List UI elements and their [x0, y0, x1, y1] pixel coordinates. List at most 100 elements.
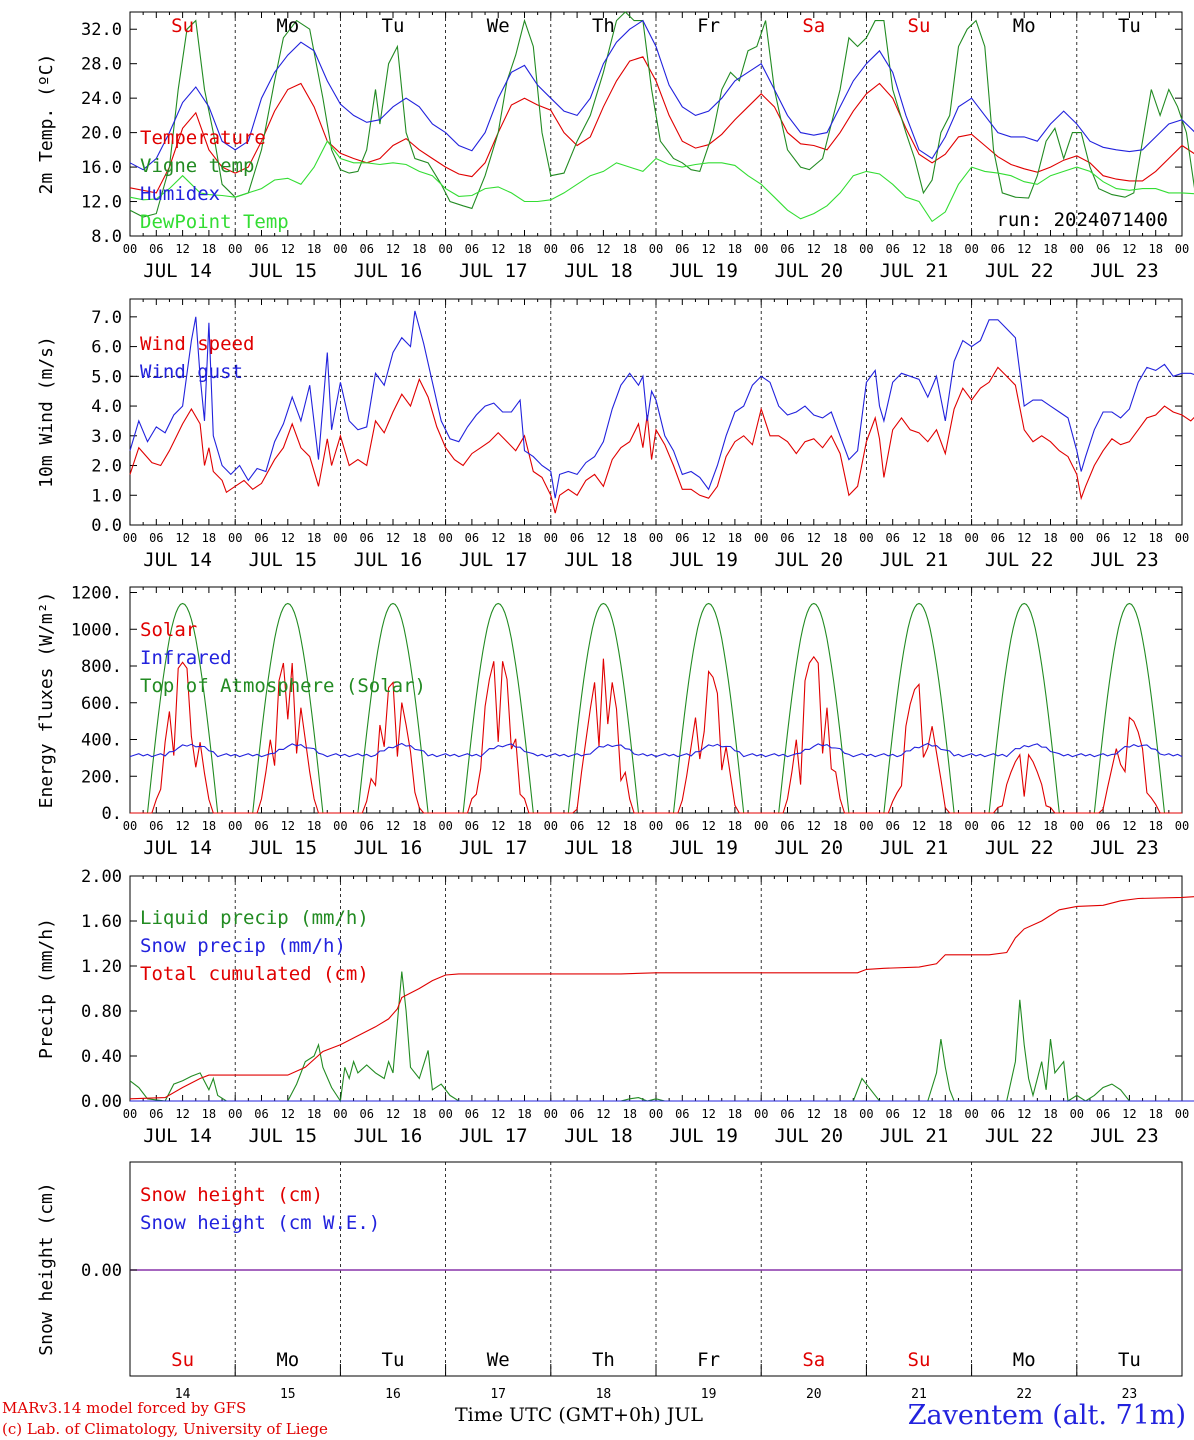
hour-tick-label: 12: [807, 531, 821, 545]
hour-tick-label: 18: [307, 1107, 321, 1121]
hour-tick-label: 06: [359, 1107, 373, 1121]
hour-tick-label: 00: [123, 242, 137, 256]
hour-tick-label: 00: [649, 531, 663, 545]
hour-tick-label: 00: [1175, 1107, 1189, 1121]
hour-tick-label: 12: [281, 1107, 295, 1121]
date-label: JUL 14: [143, 1125, 212, 1147]
weekday-label: Su: [908, 15, 931, 37]
hour-tick-label: 00: [754, 1107, 768, 1121]
hour-tick-label: 00: [859, 1107, 873, 1121]
hour-tick-label: 06: [991, 819, 1005, 833]
hour-tick-label: 06: [780, 1107, 794, 1121]
hour-tick-label: 00: [1175, 242, 1189, 256]
day-number-label: 21: [911, 1387, 927, 1402]
hour-tick-label: 06: [885, 1107, 899, 1121]
hour-tick-label: 00: [544, 242, 558, 256]
hour-tick-label: 18: [1148, 819, 1162, 833]
date-label: JUL 14: [143, 837, 212, 859]
weekday-label: We: [487, 1349, 510, 1371]
hour-tick-label: 18: [938, 531, 952, 545]
hour-tick-label: 18: [1043, 819, 1057, 833]
date-label: JUL 16: [354, 260, 423, 282]
hour-tick-label: 12: [701, 1107, 715, 1121]
hour-tick-label: 18: [412, 1107, 426, 1121]
hour-tick-label: 18: [517, 242, 531, 256]
date-label: JUL 20: [774, 549, 843, 571]
hour-tick-label: 12: [1122, 819, 1136, 833]
hour-tick-label: 12: [491, 819, 505, 833]
hour-tick-label: 12: [491, 242, 505, 256]
hour-tick-label: 18: [728, 819, 742, 833]
weekday-label: Tu: [382, 1349, 405, 1371]
date-label: JUL 22: [985, 260, 1054, 282]
legend-entry: Solar: [140, 619, 197, 641]
weekday-label: Mo: [276, 15, 299, 37]
date-label: JUL 23: [1090, 260, 1159, 282]
hour-tick-label: 00: [438, 531, 452, 545]
hour-tick-label: 12: [281, 242, 295, 256]
hour-tick-label: 00: [438, 1107, 452, 1121]
hour-tick-label: 18: [202, 1107, 216, 1121]
hour-tick-label: 06: [991, 242, 1005, 256]
hour-tick-label: 00: [754, 242, 768, 256]
legend-entry: DewPoint Temp: [140, 211, 289, 233]
hour-tick-label: 06: [780, 242, 794, 256]
hour-tick-label: 06: [885, 531, 899, 545]
hour-tick-label: 12: [175, 531, 189, 545]
y-tick-label: 20.0: [81, 124, 122, 144]
y-tick-label: 800.: [81, 657, 122, 677]
hour-tick-label: 06: [675, 242, 689, 256]
hour-tick-label: 06: [675, 531, 689, 545]
date-label: JUL 17: [459, 549, 528, 571]
y-tick-label: 0.00: [81, 1092, 122, 1112]
hour-tick-label: 00: [333, 531, 347, 545]
hour-tick-label: 06: [149, 819, 163, 833]
y-tick-label: 1.60: [81, 912, 122, 932]
legend-entry: Humidex: [140, 183, 220, 205]
hour-tick-label: 00: [544, 1107, 558, 1121]
hour-tick-label: 12: [596, 531, 610, 545]
hour-tick-label: 12: [807, 819, 821, 833]
hour-tick-label: 00: [333, 1107, 347, 1121]
hour-tick-label: 00: [649, 242, 663, 256]
date-label: JUL 14: [143, 549, 212, 571]
y-axis-label: 2m Temp. (ºC): [36, 54, 57, 195]
hour-tick-label: 18: [307, 242, 321, 256]
hour-tick-label: 00: [1175, 819, 1189, 833]
hour-tick-label: 12: [701, 819, 715, 833]
hour-tick-label: 18: [412, 531, 426, 545]
date-label: JUL 17: [459, 837, 528, 859]
date-label: JUL 23: [1090, 837, 1159, 859]
date-label: JUL 21: [880, 260, 949, 282]
date-label: JUL 19: [669, 260, 738, 282]
weekday-label: Th: [592, 1349, 615, 1371]
hour-tick-label: 00: [754, 531, 768, 545]
weekday-label: Su: [171, 1349, 194, 1371]
date-label: JUL 19: [669, 549, 738, 571]
date-label: JUL 20: [774, 837, 843, 859]
hour-tick-label: 18: [412, 819, 426, 833]
hour-tick-label: 06: [1096, 242, 1110, 256]
day-number-label: 20: [806, 1387, 822, 1402]
series-line: [129, 140, 1194, 223]
day-number-label: 17: [490, 1387, 506, 1402]
y-tick-label: 1000.: [71, 620, 122, 640]
hour-tick-label: 06: [675, 1107, 689, 1121]
date-label: JUL 23: [1090, 1125, 1159, 1147]
date-label: JUL 19: [669, 837, 738, 859]
hour-tick-label: 12: [386, 819, 400, 833]
hour-tick-label: 00: [964, 819, 978, 833]
hour-tick-label: 06: [780, 819, 794, 833]
hour-tick-label: 06: [885, 242, 899, 256]
hour-tick-label: 12: [281, 531, 295, 545]
hour-tick-label: 06: [465, 242, 479, 256]
day-number-label: 22: [1016, 1387, 1032, 1402]
y-tick-label: 400.: [81, 731, 122, 751]
series-line: [129, 310, 1194, 499]
series-line: [129, 896, 1194, 1100]
hour-tick-label: 06: [991, 1107, 1005, 1121]
hour-tick-label: 12: [491, 531, 505, 545]
hour-tick-label: 00: [754, 819, 768, 833]
y-tick-label: 600.: [81, 694, 122, 714]
hour-tick-label: 06: [1096, 531, 1110, 545]
